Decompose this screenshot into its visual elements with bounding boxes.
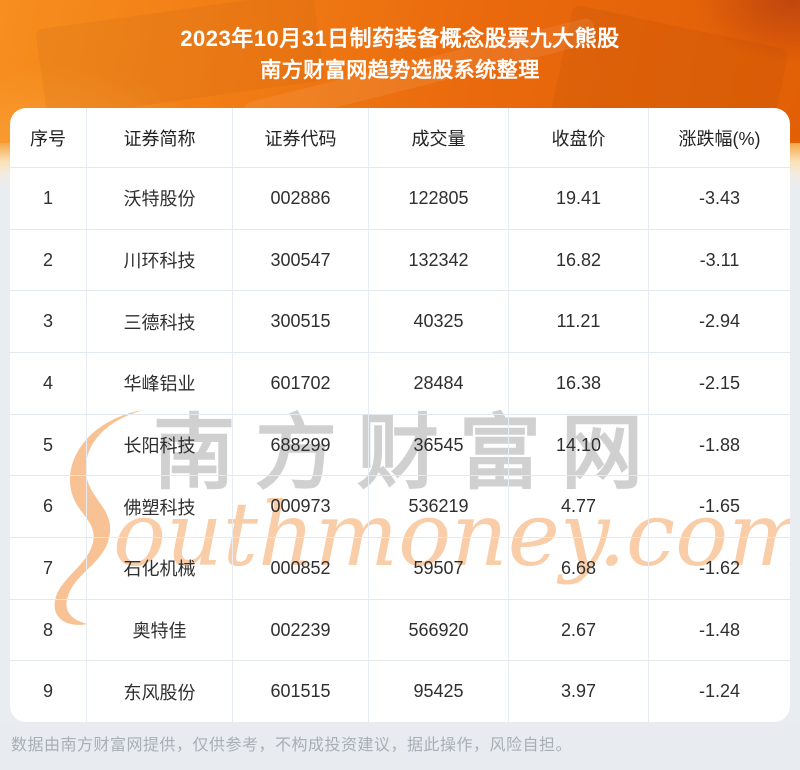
title-line-2: 南方财富网趋势选股系统整理 [260, 59, 540, 82]
table-cell: 石化机械 [87, 538, 233, 599]
stock-table-card: 南方财富网 outhmoney.com 序号 证券简称 证券代码 成交量 收盘价 涨跌幅(… [10, 108, 790, 722]
table-header-row: 序号 证券简称 证券代码 成交量 收盘价 涨跌幅(%) [10, 108, 790, 167]
column-header: 证券简称 [87, 108, 233, 167]
table-cell: 122805 [369, 168, 509, 229]
table-cell: 6.68 [509, 538, 649, 599]
title-line-1: 2023年10月31日制药装备概念股票九大熊股 [180, 26, 620, 51]
table-cell: 2.67 [509, 599, 649, 661]
table-cell: 132342 [369, 229, 509, 291]
table-cell: 300547 [233, 229, 369, 291]
table-cell: 300515 [233, 291, 369, 353]
table-cell: 601702 [233, 353, 369, 414]
table-cell: 16.82 [509, 229, 649, 291]
table-cell: 3 [10, 291, 87, 353]
table-cell: 000973 [233, 476, 369, 538]
table-row: 8 奥特佳 002239 566920 2.67 -1.48 [10, 598, 790, 661]
table-cell: -1.62 [698, 557, 741, 578]
column-header: 涨跌幅(%) [678, 128, 761, 149]
disclaimer-text: 数据由南方财富网提供，仅供参考，不构成投资建议，据此操作，风险自担。 [11, 737, 573, 754]
table-cell: 000852 [233, 538, 369, 599]
table-cell: 4.77 [509, 476, 649, 538]
table-cell: 沃特股份 [87, 168, 233, 229]
table-row: 2 川环科技 300547 132342 16.82 -3.11 [10, 228, 790, 291]
table-cell: 2 [10, 229, 87, 291]
table-row: 5 长阳科技 688299 36545 14.10 -1.88 [10, 413, 790, 476]
table-cell: 28484 [369, 353, 509, 414]
column-header: 序号 [10, 108, 87, 167]
table-cell: -1.88 [698, 434, 741, 455]
table-cell: 536219 [369, 476, 509, 538]
table-cell: 40325 [369, 291, 509, 353]
table-cell: 6 [10, 476, 87, 538]
table-cell: 三德科技 [87, 291, 233, 353]
table-cell: 奥特佳 [87, 599, 233, 661]
table-cell: 8 [10, 599, 87, 661]
table-cell: -1.48 [698, 619, 741, 640]
table-cell: 1 [10, 168, 87, 229]
stock-table: 序号 证券简称 证券代码 成交量 收盘价 涨跌幅(%) 1 沃特股份 002886 122805… [10, 108, 790, 722]
table-cell: 59507 [369, 538, 509, 599]
table-cell: 东风股份 [87, 661, 233, 722]
table-cell: -1.24 [698, 681, 741, 702]
table-cell: 19.41 [509, 168, 649, 229]
table-row: 4 华峰铝业 601702 28484 16.38 -2.15 [10, 352, 790, 414]
table-cell: 95425 [369, 661, 509, 722]
table-cell: 16.38 [509, 353, 649, 414]
table-cell: -3.43 [698, 187, 741, 208]
table-cell: 7 [10, 538, 87, 599]
table-cell: -2.94 [698, 311, 741, 332]
table-cell: 002886 [233, 168, 369, 229]
column-header: 收盘价 [509, 108, 649, 167]
table-cell: 688299 [233, 414, 369, 476]
table-cell: 601515 [233, 661, 369, 722]
page-title: 2023年10月31日制药装备概念股票九大熊股 南方财富网趋势选股系统整理 [0, 0, 800, 86]
table-cell: 566920 [369, 599, 509, 661]
table-cell: -2.15 [698, 372, 741, 393]
table-cell: 36545 [369, 414, 509, 476]
table-cell: 14.10 [509, 414, 649, 476]
table-cell: 华峰铝业 [87, 353, 233, 414]
table-cell: -3.11 [699, 249, 740, 270]
table-cell: 4 [10, 353, 87, 414]
table-cell: 11.21 [509, 291, 649, 353]
table-row: 7 石化机械 000852 59507 6.68 -1.62 [10, 537, 790, 599]
table-cell: 9 [10, 661, 87, 722]
footer-bar [0, 722, 800, 770]
column-header: 成交量 [369, 108, 509, 167]
table-cell: 长阳科技 [87, 414, 233, 476]
table-cell: -1.65 [698, 496, 741, 517]
table-cell: 佛塑科技 [87, 476, 233, 538]
table-row: 3 三德科技 300515 40325 11.21 -2.94 [10, 290, 790, 353]
table-row: 1 沃特股份 002886 122805 19.41 -3.43 [10, 167, 790, 229]
table-row: 9 东风股份 601515 95425 3.97 -1.24 [10, 660, 790, 722]
table-cell: 5 [10, 414, 87, 476]
table-cell: 002239 [233, 599, 369, 661]
table-cell: 3.97 [509, 661, 649, 722]
table-cell: 川环科技 [87, 229, 233, 291]
column-header: 证券代码 [233, 108, 369, 167]
table-row: 6 佛塑科技 000973 536219 4.77 -1.65 [10, 475, 790, 538]
